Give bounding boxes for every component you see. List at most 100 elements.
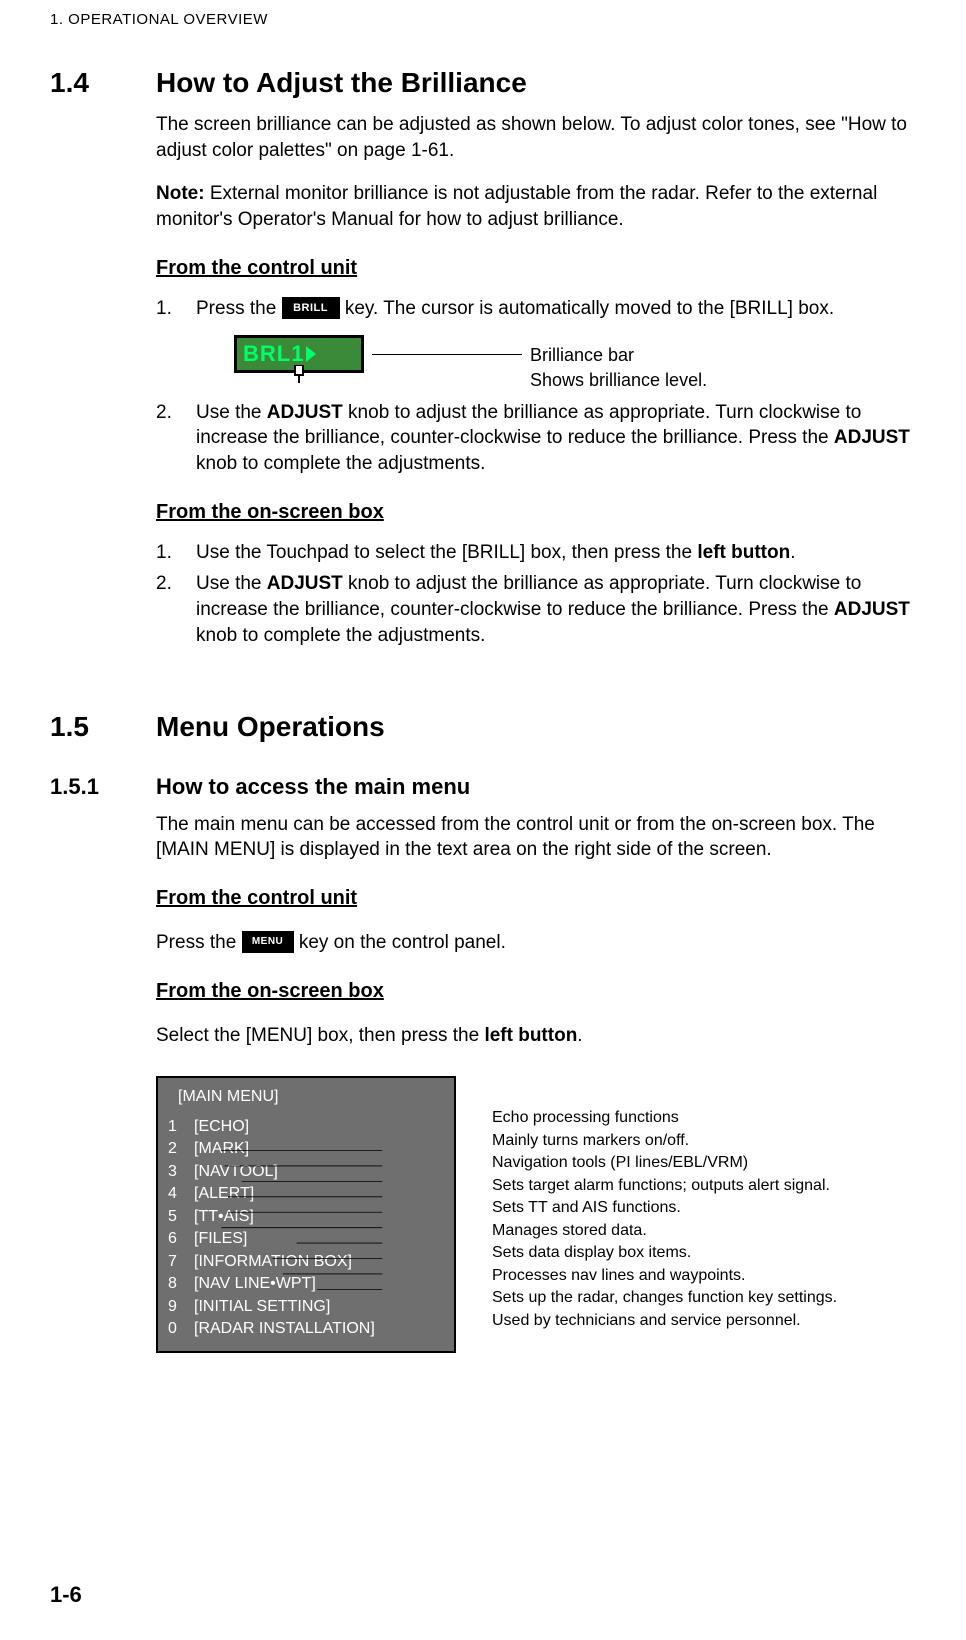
- step-number: 2.: [156, 571, 182, 648]
- menu-item-row: 4 [ALERT]: [168, 1183, 444, 1206]
- menu-item-number: 0: [168, 1318, 180, 1341]
- menu-item-number: 2: [168, 1138, 180, 1161]
- step-text: .: [790, 542, 795, 563]
- text-post: .: [577, 1025, 582, 1046]
- page-number: 1-6: [50, 1580, 82, 1610]
- subsection-intro: The main menu can be accessed from the c…: [156, 812, 926, 863]
- step-number: 2.: [156, 400, 182, 477]
- subsection-title: How to access the main menu: [156, 772, 470, 802]
- note-label: Note:: [156, 183, 205, 204]
- section-1-4-heading: 1.4 How to Adjust the Brilliance: [50, 64, 936, 102]
- menu-item-row: 7 [INFORMATION BOX]: [168, 1251, 444, 1274]
- adjust-bold: ADJUST: [834, 427, 910, 448]
- menu-item-label: [INFORMATION BOX]: [194, 1251, 352, 1274]
- menu-item-label: [ALERT]: [194, 1183, 254, 1206]
- left-button-bold: left button: [484, 1025, 577, 1046]
- control-text: Press the MENU key on the control panel.: [156, 930, 926, 956]
- step-number: 1.: [156, 540, 182, 566]
- menu-item-description: Processes nav lines and waypoints.: [456, 1265, 936, 1288]
- main-menu-figure: [MAIN MENU] 1[ECHO]2 [MARK] 3 [NAVTOOL] 4 [AL…: [156, 1076, 936, 1353]
- marker-slider-icon: [289, 365, 309, 383]
- menu-item-number: 9: [168, 1296, 180, 1319]
- section-title: Menu Operations: [156, 708, 385, 746]
- step-2: 2. Use the ADJUST knob to adjust the bri…: [156, 400, 926, 477]
- subheading-from-control-unit: From the control unit: [156, 885, 926, 912]
- subsection-number: 1.5.1: [50, 772, 120, 802]
- brilliance-annotation: Brilliance bar Shows brilliance level.: [530, 343, 707, 392]
- menu-item-row: 6[FILES]: [168, 1228, 444, 1251]
- steps-list: 1. Use the Touchpad to select the [BRILL…: [156, 540, 926, 649]
- menu-item-number: 7: [168, 1251, 180, 1274]
- subheading-from-onscreen-box: From the on-screen box: [156, 499, 926, 526]
- section-number: 1.5: [50, 708, 120, 746]
- annotation-leader-line: [372, 354, 522, 355]
- brilliance-bar-label: BRL1: [243, 341, 304, 366]
- menu-item-row: 0 [RADAR INSTALLATION]: [168, 1318, 444, 1341]
- menu-key-icon: MENU: [242, 931, 294, 953]
- menu-item-number: 6: [168, 1228, 180, 1251]
- subheading-from-onscreen-box: From the on-screen box: [156, 978, 926, 1005]
- menu-item-description: Navigation tools (PI lines/EBL/VRM): [456, 1152, 936, 1175]
- step-text-post: key. The cursor is automatically moved t…: [345, 298, 834, 319]
- section-title: How to Adjust the Brilliance: [156, 64, 527, 102]
- chapter-label: 1. OPERATIONAL OVERVIEW: [50, 10, 936, 30]
- menu-item-number: 1: [168, 1116, 180, 1139]
- menu-item-description: Used by technicians and service personne…: [456, 1310, 936, 1333]
- menu-item-number: 8: [168, 1273, 180, 1296]
- menu-item-label: [MARK]: [194, 1138, 249, 1161]
- triangle-right-icon: [306, 346, 316, 362]
- step-number: 1.: [156, 296, 182, 322]
- step-text: knob to complete the adjustments.: [196, 453, 485, 474]
- step-text: Use the: [196, 573, 267, 594]
- subsection-1-5-1-heading: 1.5.1 How to access the main menu: [50, 772, 936, 802]
- note-body: External monitor brilliance is not adjus…: [156, 183, 877, 230]
- menu-item-description: Sets data display box items.: [456, 1242, 936, 1265]
- brilliance-bar-figure: BRL1 Brilliance bar Shows brilliance lev…: [234, 335, 926, 392]
- step-body: Use the Touchpad to select the [BRILL] b…: [196, 540, 926, 566]
- main-menu-panel: [MAIN MENU] 1[ECHO]2 [MARK] 3 [NAVTOOL] 4 [AL…: [156, 1076, 456, 1353]
- left-button-bold: left button: [697, 542, 790, 563]
- step-1: 1. Press the BRILL key. The cursor is au…: [156, 296, 926, 322]
- section-number: 1.4: [50, 64, 120, 102]
- menu-item-number: 3: [168, 1161, 180, 1184]
- main-menu-descriptions: Echo processing functionsMainly turns ma…: [456, 1076, 936, 1353]
- section-intro: The screen brilliance can be adjusted as…: [156, 112, 926, 163]
- step-1: 1. Use the Touchpad to select the [BRILL…: [156, 540, 926, 566]
- steps-list: 1. Press the BRILL key. The cursor is au…: [156, 296, 926, 322]
- main-menu-header: [MAIN MENU]: [178, 1086, 444, 1108]
- step-text: Use the Touchpad to select the [BRILL] b…: [196, 542, 697, 563]
- menu-item-row: 1[ECHO]: [168, 1116, 444, 1139]
- step-body: Use the ADJUST knob to adjust the brilli…: [196, 571, 926, 648]
- step-2: 2. Use the ADJUST knob to adjust the bri…: [156, 571, 926, 648]
- steps-list: 2. Use the ADJUST knob to adjust the bri…: [156, 400, 926, 477]
- step-text: knob to complete the adjustments.: [196, 625, 485, 646]
- menu-item-description: Sets target alarm functions; outputs ale…: [456, 1175, 936, 1198]
- menu-item-row: 3 [NAVTOOL]: [168, 1161, 444, 1184]
- adjust-bold: ADJUST: [267, 573, 343, 594]
- section-1-5-heading: 1.5 Menu Operations: [50, 708, 936, 746]
- adjust-bold: ADJUST: [267, 402, 343, 423]
- note-paragraph: Note: External monitor brilliance is not…: [156, 181, 926, 232]
- step-body: Press the BRILL key. The cursor is autom…: [196, 296, 926, 322]
- menu-item-label: [RADAR INSTALLATION]: [194, 1318, 375, 1341]
- annotation-line1: Brilliance bar: [530, 343, 707, 367]
- text-pre: Select the [MENU] box, then press the: [156, 1025, 484, 1046]
- menu-item-description: Mainly turns markers on/off.: [456, 1130, 936, 1153]
- menu-item-description: Echo processing functions: [456, 1107, 936, 1130]
- adjust-bold: ADJUST: [834, 599, 910, 620]
- text-post: key on the control panel.: [299, 932, 506, 953]
- annotation-line2: Shows brilliance level.: [530, 368, 707, 392]
- menu-item-description: Sets TT and AIS functions.: [456, 1197, 936, 1220]
- menu-item-number: 4: [168, 1183, 180, 1206]
- step-text-pre: Press the: [196, 298, 282, 319]
- menu-item-row: 5 [TT•AIS]: [168, 1206, 444, 1229]
- menu-item-description: Sets up the radar, changes function key …: [456, 1287, 936, 1310]
- menu-item-label: [TT•AIS]: [194, 1206, 254, 1229]
- menu-item-label: [NAVTOOL]: [194, 1161, 278, 1184]
- step-body: Use the ADJUST knob to adjust the brilli…: [196, 400, 926, 477]
- menu-item-row: 8[NAV LINE•WPT]: [168, 1273, 444, 1296]
- menu-item-number: 5: [168, 1206, 180, 1229]
- menu-item-row: 2 [MARK]: [168, 1138, 444, 1161]
- menu-item-description: Manages stored data.: [456, 1220, 936, 1243]
- menu-item-label: [INITIAL SETTING]: [194, 1296, 330, 1319]
